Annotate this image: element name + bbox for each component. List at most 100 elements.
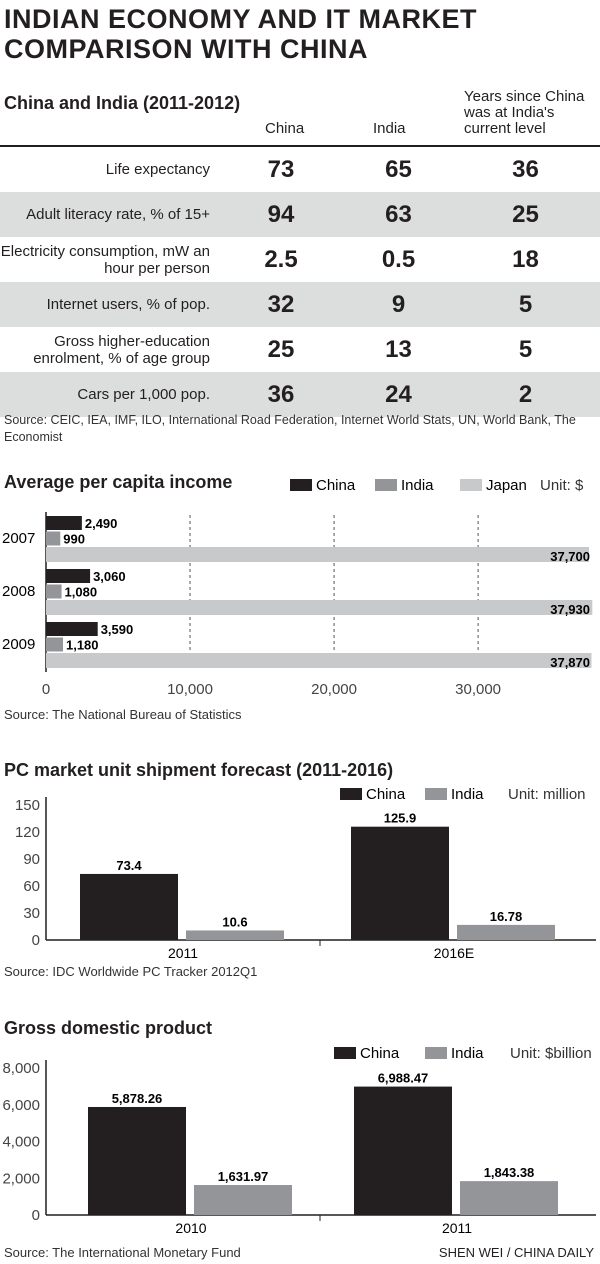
legend-swatch-japan: [460, 479, 482, 491]
y-tick-label: 60: [23, 878, 40, 895]
china-cell: 36: [216, 372, 346, 417]
china-cell: 73: [267, 155, 295, 183]
chart3-title: Gross domestic product: [4, 1018, 213, 1038]
x-tick-label: 30,000: [455, 681, 501, 698]
bar-india-2009: [46, 637, 63, 652]
y-tick-label: 0: [32, 1207, 40, 1224]
x-category-label: 2011: [168, 945, 198, 961]
legend-swatch-china: [290, 479, 312, 491]
y-tick-label: 6,000: [2, 1097, 40, 1114]
years-cell: 5: [518, 335, 533, 363]
india-cell: 24: [346, 372, 451, 417]
unit-label: Unit: $billion: [510, 1045, 592, 1062]
india-cell: 9: [346, 282, 451, 327]
bar-china-2010: [88, 1106, 186, 1215]
legend-label-china: China: [360, 1045, 400, 1062]
label-cell: Adult literacy rate, % of 15+: [0, 192, 216, 237]
data-label: 3,590: [101, 622, 134, 637]
data-label: 37,700: [550, 549, 590, 564]
data-label: 1,843.38: [484, 1165, 535, 1180]
x-tick-label: 0: [42, 681, 50, 698]
bar-china-2011: [354, 1086, 452, 1215]
data-label: 37,930: [550, 602, 590, 617]
table-source: Source: CEIC, IEA, IMF, ILO, Internation…: [4, 413, 576, 444]
bar-india-2008: [46, 584, 62, 599]
title-line-1: INDIAN ECONOMY AND IT MARKET: [4, 4, 477, 34]
chart3-source: Source: The International Monetary Fund: [4, 1245, 241, 1260]
label-cell: Life expectancy: [105, 161, 210, 178]
unit-label: Unit: $: [540, 477, 584, 494]
years-cell: 2: [451, 372, 600, 417]
india-cell: 13: [385, 335, 412, 363]
bar-india-2010: [194, 1185, 292, 1215]
y-tick-label: 0: [32, 932, 40, 949]
legend-label-india: India: [451, 786, 484, 803]
data-label: 1,080: [65, 585, 98, 600]
legend-label-india: India: [451, 1045, 484, 1062]
chart2-source: Source: IDC Worldwide PC Tracker 2012Q1: [4, 964, 258, 979]
bar-japan-2007: [46, 547, 589, 562]
bar-china-2011: [80, 873, 178, 940]
legend-swatch-china: [340, 788, 362, 800]
label-cell: Gross higher-education enrolment, % of a…: [33, 332, 210, 367]
china-cell: 2.5: [264, 245, 298, 273]
data-label: 5,878.26: [112, 1091, 163, 1106]
y-tick-label: 30: [23, 905, 40, 922]
china-cell: 94: [216, 192, 346, 237]
bar-india-2011: [186, 930, 284, 940]
years-cell: 18: [512, 245, 539, 273]
india-cell: 63: [346, 192, 451, 237]
y-tick-label: 8,000: [2, 1060, 40, 1077]
label-cell: Electricity consumption, mW an hour per …: [0, 242, 210, 277]
table-row: Electricity consumption, mW an hour per …: [0, 237, 600, 282]
years-cell: 25: [451, 192, 600, 237]
legend-swatch-india: [425, 788, 447, 800]
legend-swatch-china: [334, 1047, 356, 1059]
india-cell: 0.5: [381, 245, 416, 273]
credit: SHEN WEI / CHINA DAILY: [438, 1245, 594, 1260]
legend-label-china: China: [316, 477, 356, 494]
india-cell: 65: [385, 155, 412, 183]
main-title: INDIAN ECONOMY AND IT MARKET COMPARISON W…: [4, 4, 477, 64]
y-tick-label: 90: [23, 851, 40, 868]
legend-label-india: India: [401, 477, 434, 494]
y-category-label: 2009: [2, 636, 35, 653]
legend-label-japan: Japan: [486, 477, 527, 494]
y-category-label: 2007: [2, 530, 35, 547]
data-label: 10.6: [222, 914, 247, 929]
x-category-label: 2016E: [434, 945, 474, 961]
data-label: 37,870: [550, 655, 590, 670]
x-tick-label: 20,000: [311, 681, 357, 698]
x-category-label: 2011: [442, 1220, 472, 1236]
legend-swatch-india: [425, 1047, 447, 1059]
bar-india-2007: [46, 531, 61, 546]
bar-india-2016E: [457, 924, 555, 940]
bar-china-2016E: [351, 826, 449, 940]
y-tick-label: 150: [15, 797, 40, 814]
col-header-years: Years since China was at India's current…: [464, 88, 585, 137]
data-label: 2,490: [85, 516, 118, 531]
data-label: 1,180: [66, 638, 99, 653]
data-label: 1,631.97: [218, 1169, 269, 1184]
bar-india-2011: [460, 1181, 558, 1215]
table-title: China and India (2011-2012): [4, 93, 241, 113]
data-label: 6,988.47: [378, 1071, 429, 1086]
years-cell: 36: [512, 155, 539, 183]
y-category-label: 2008: [2, 583, 35, 600]
unit-label: Unit: million: [508, 786, 586, 803]
data-label: 3,060: [93, 569, 126, 584]
table-row: Life expectancy 73 65 36: [0, 146, 600, 192]
col-header-india: India: [373, 120, 406, 137]
chart1-source: Source: The National Bureau of Statistic…: [4, 707, 242, 722]
table-row: Cars per 1,000 pop. 36 24 2: [0, 372, 600, 417]
x-category-label: 2010: [175, 1220, 206, 1236]
chart2-title: PC market unit shipment forecast (2011-2…: [4, 760, 394, 780]
x-tick-label: 10,000: [167, 681, 213, 698]
y-tick-label: 4,000: [2, 1134, 40, 1151]
data-label: 16.78: [490, 909, 523, 924]
bar-japan-2009: [46, 653, 592, 668]
title-line-2: COMPARISON WITH CHINA: [4, 34, 368, 64]
label-cell: Internet users, % of pop.: [0, 282, 216, 327]
